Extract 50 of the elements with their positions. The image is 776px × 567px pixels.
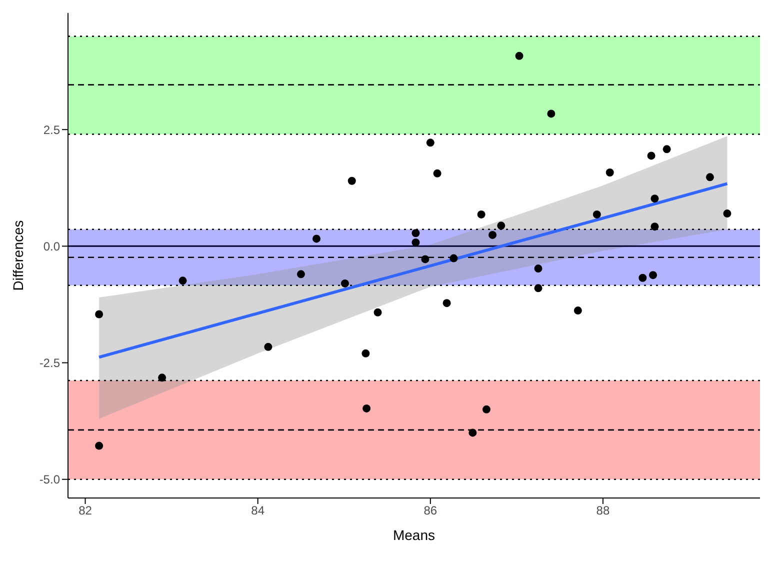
point xyxy=(638,274,647,282)
point xyxy=(442,299,451,308)
point xyxy=(574,306,582,315)
point xyxy=(421,255,430,264)
point xyxy=(95,442,104,450)
x-tick-label: 86 xyxy=(424,504,438,518)
point xyxy=(534,284,542,292)
point xyxy=(178,276,187,285)
point xyxy=(650,222,659,231)
point xyxy=(650,194,659,203)
point xyxy=(426,138,434,147)
point xyxy=(547,110,556,118)
point xyxy=(412,238,420,246)
point xyxy=(362,404,371,412)
point xyxy=(348,176,356,185)
x-axis-title: Means xyxy=(392,527,436,543)
point xyxy=(296,270,305,278)
point xyxy=(592,210,601,218)
point xyxy=(647,152,656,160)
point xyxy=(723,210,732,218)
y-axis-title: Differences xyxy=(10,220,26,291)
point xyxy=(412,229,420,238)
point xyxy=(497,222,506,230)
y-tick-label: 0.0 xyxy=(43,239,60,254)
point xyxy=(264,342,272,351)
point xyxy=(488,230,497,239)
point xyxy=(649,271,658,280)
point xyxy=(95,310,104,318)
point xyxy=(312,234,320,243)
y-tick-label: -2.5 xyxy=(39,356,60,370)
point xyxy=(374,308,382,316)
y-tick-label: 2.5 xyxy=(43,122,60,137)
point xyxy=(433,169,442,178)
point xyxy=(468,428,477,437)
point xyxy=(477,210,486,218)
point xyxy=(158,374,166,382)
x-tick-label: 88 xyxy=(596,504,610,518)
point xyxy=(706,173,714,182)
x-tick-label: 84 xyxy=(251,504,265,518)
point xyxy=(515,52,524,60)
point xyxy=(362,349,370,358)
x-tick-label: 82 xyxy=(78,504,92,518)
point xyxy=(534,264,542,273)
point xyxy=(482,405,490,414)
line-series xyxy=(98,182,729,359)
y-tick-label: -5.0 xyxy=(39,472,60,487)
point xyxy=(606,168,614,176)
point xyxy=(450,254,458,262)
point xyxy=(340,279,349,288)
point xyxy=(662,145,671,154)
